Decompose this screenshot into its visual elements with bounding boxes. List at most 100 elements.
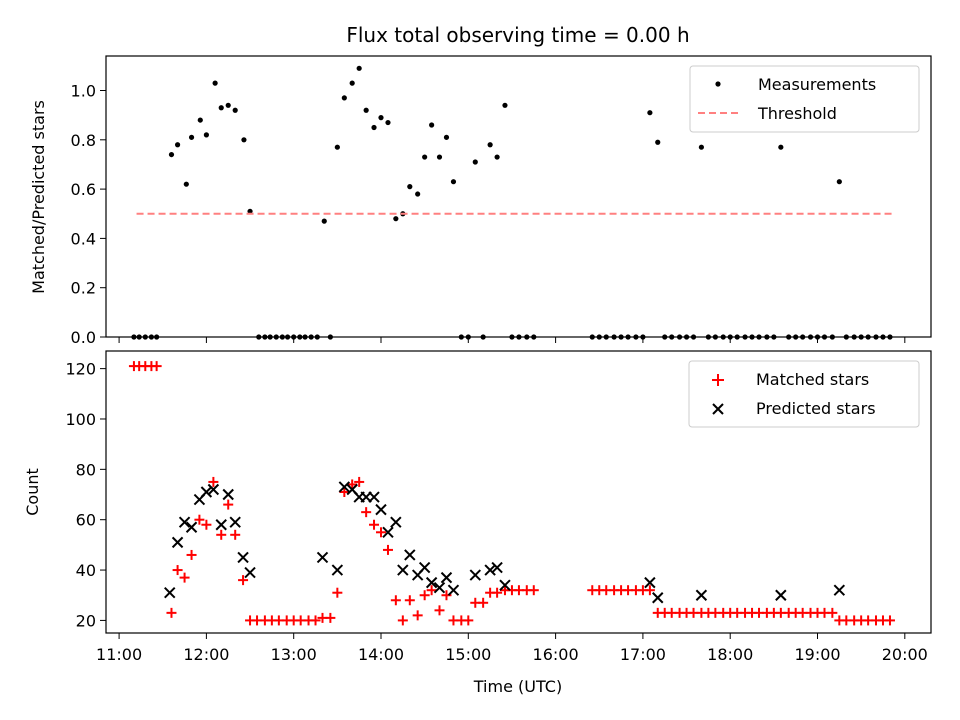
predicted-stars-point xyxy=(695,589,708,601)
predicted-stars-point xyxy=(207,483,220,496)
measurement-point xyxy=(203,132,209,138)
matched-stars-point xyxy=(216,529,227,540)
matched-stars-point xyxy=(361,507,372,518)
bottom-data-layer xyxy=(128,361,895,626)
predicted-stars-point xyxy=(244,566,256,579)
measurement-point xyxy=(698,144,704,150)
matched-stars-point xyxy=(238,575,249,586)
top-axes-frame xyxy=(105,55,932,338)
matched-stars-point xyxy=(347,479,358,490)
predicted-stars-point xyxy=(404,549,416,561)
x-tick-label: 16:00 xyxy=(533,645,579,664)
bottom-panel: 20 40 60 80 100 120 11:00 12:00 13:00 14:00 15:00 1… xyxy=(23,350,932,696)
top-legend: Measurements Threshold xyxy=(689,65,920,133)
matched-stars-point xyxy=(644,585,655,596)
top-y-tick-label: 1.0 xyxy=(71,82,96,101)
matched-stars-point xyxy=(201,519,212,530)
bottom-legend-box xyxy=(688,360,920,428)
bottom-legend: Matched stars Predicted stars xyxy=(688,360,920,428)
predicted-stars-point xyxy=(171,536,184,549)
predicted-stars-point xyxy=(375,503,387,516)
measurement-point xyxy=(334,144,340,150)
top-y-tick-label: 0.6 xyxy=(71,180,96,199)
measurement-point xyxy=(647,110,653,116)
matched-stars-point xyxy=(426,585,437,596)
predicted-stars-point xyxy=(447,584,460,596)
matched-stars-point xyxy=(194,514,205,525)
predicted-stars-point xyxy=(368,491,380,503)
x-tick-label: 19:00 xyxy=(794,645,840,664)
measurement-point xyxy=(212,80,218,86)
matched-stars-point xyxy=(208,476,219,487)
matched-stars-point xyxy=(354,476,365,487)
matched-stars-point xyxy=(179,572,190,583)
top-panel: 0.0 0.2 0.4 0.6 0.8 1.0 Matched/Predicted sta… xyxy=(29,55,932,347)
matched-stars-point xyxy=(310,615,321,626)
measurement-point xyxy=(407,184,413,190)
measurement-point xyxy=(183,181,189,187)
measurement-point xyxy=(371,124,377,131)
predicted-stars-point xyxy=(178,516,191,528)
measurement-point xyxy=(836,179,842,185)
legend-marker-measurements xyxy=(715,81,721,87)
chart-title: Flux total observing time = 0.00 h xyxy=(346,23,689,47)
measurement-point xyxy=(356,65,362,71)
measurement-point xyxy=(655,139,661,145)
predicted-stars-point xyxy=(338,481,351,493)
matched-stars-point xyxy=(172,565,183,576)
top-y-axis-label: Matched/Predicted stars xyxy=(29,100,48,294)
predicted-stars-point xyxy=(331,564,344,576)
measurement-point xyxy=(415,191,421,197)
predicted-stars-point xyxy=(229,516,241,528)
matched-stars-point xyxy=(166,607,177,618)
x-tick-label: 13:00 xyxy=(271,645,317,664)
predicted-stars-point xyxy=(390,516,402,528)
legend-label-measurements: Measurements xyxy=(758,75,876,94)
measurement-point xyxy=(225,102,231,108)
measurement-point xyxy=(778,144,784,150)
predicted-stars-point xyxy=(185,521,198,533)
measurement-point xyxy=(429,122,435,128)
matched-stars-point xyxy=(434,605,445,616)
measurement-point xyxy=(450,179,457,185)
bottom-y-tick-label: 60 xyxy=(76,511,96,530)
measurement-point xyxy=(385,119,391,126)
matched-stars-point xyxy=(884,615,895,626)
measurement-point xyxy=(341,95,347,101)
bottom-y-tick-label: 20 xyxy=(76,611,96,630)
legend-label-matched-stars: Matched stars xyxy=(756,370,869,389)
measurement-point xyxy=(232,107,238,113)
matched-stars-point xyxy=(528,585,539,596)
top-y-tick-label: 0.8 xyxy=(71,131,96,150)
top-axes: 0.0 0.2 0.4 0.6 0.8 1.0 xyxy=(71,82,906,347)
predicted-stars-point xyxy=(433,581,446,594)
matched-stars-point xyxy=(397,615,408,626)
legend-label-predicted-stars: Predicted stars xyxy=(756,399,876,418)
measurement-point xyxy=(247,208,253,214)
matched-stars-point xyxy=(419,590,430,601)
predicted-stars-point xyxy=(164,587,176,599)
measurement-point xyxy=(422,154,428,160)
measurement-point xyxy=(363,107,369,113)
x-tick-label: 17:00 xyxy=(620,645,666,664)
matched-stars-point xyxy=(463,615,474,626)
measurement-point xyxy=(436,154,443,160)
predicted-stars-point xyxy=(382,526,394,538)
top-y-tick-label: 0.4 xyxy=(71,229,96,248)
predicted-stars-point xyxy=(418,561,431,574)
bottom-y-axis-label: Count xyxy=(23,468,42,516)
top-legend-box xyxy=(689,65,920,133)
measurement-point xyxy=(472,159,478,165)
measurement-point xyxy=(197,117,203,123)
predicted-stars-point xyxy=(652,592,664,604)
matched-stars-point xyxy=(412,610,423,621)
predicted-stars-point xyxy=(237,551,249,564)
matched-stars-point xyxy=(332,587,343,598)
bottom-axes-frame xyxy=(105,350,932,634)
measurement-point xyxy=(393,216,399,222)
predicted-stars-point xyxy=(499,579,511,591)
matched-stars-point xyxy=(230,529,241,540)
matched-stars-point xyxy=(492,587,503,598)
measurement-point xyxy=(378,115,384,121)
